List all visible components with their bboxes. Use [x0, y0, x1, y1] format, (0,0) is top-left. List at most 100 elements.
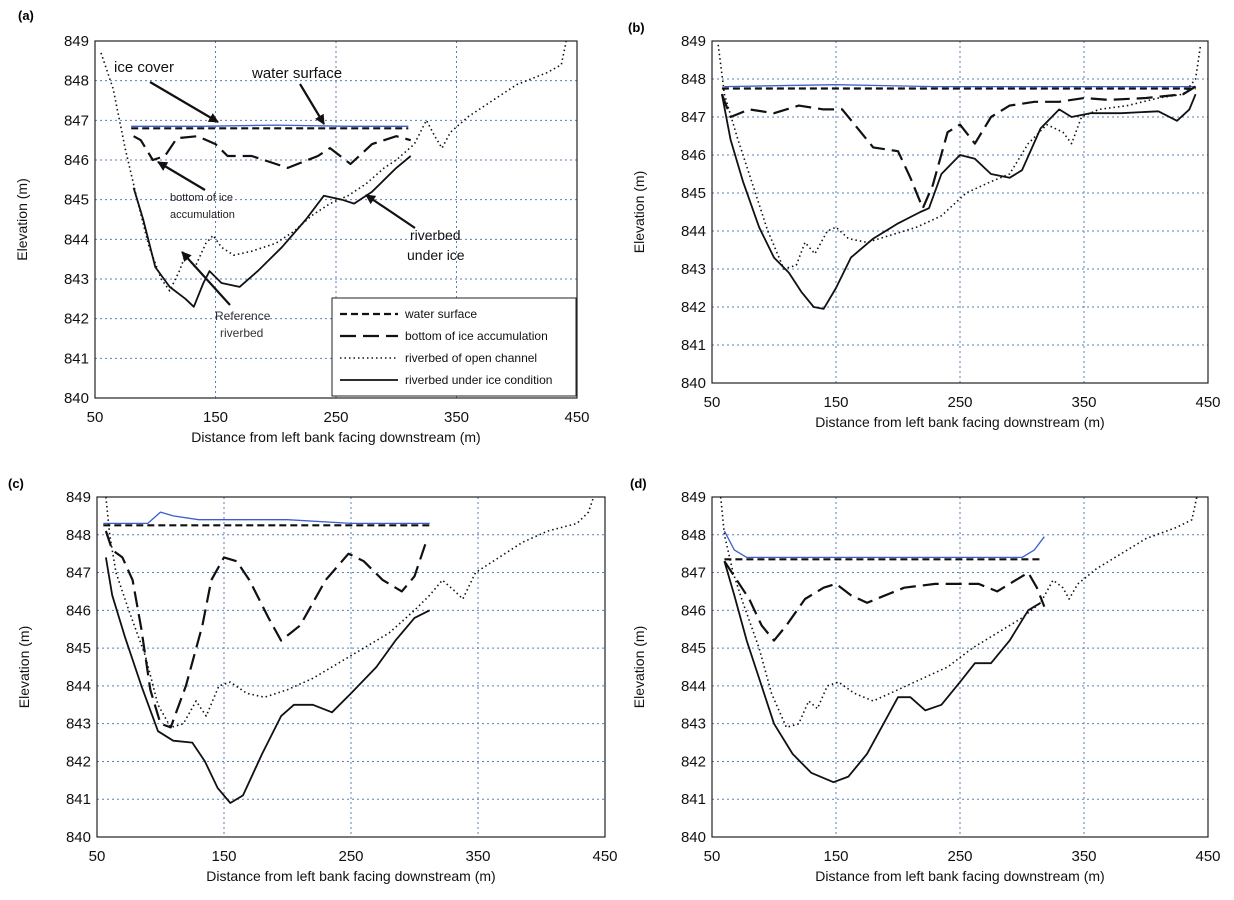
y-tick-label: 847: [64, 112, 89, 129]
x-tick-label: 250: [338, 848, 363, 865]
annotation-bottom-of-ice-1: bottom of ice: [170, 192, 233, 204]
plot-frame: [96, 496, 606, 838]
x-tick-label: 350: [444, 409, 469, 426]
series-line-ice-cover: [723, 530, 1045, 559]
y-tick-label: 843: [64, 271, 89, 288]
y-tick-label: 840: [66, 829, 91, 846]
series-group: [100, 41, 567, 308]
annotation-ice-cover: ice cover: [114, 59, 174, 76]
chart-panel-d: (d) 50 150 250 350 450 840 841 842 843 844 845 846 84…: [630, 476, 1221, 884]
x-tick-label: 450: [592, 848, 617, 865]
x-tick-label: 250: [947, 848, 972, 865]
y-tick-label: 845: [64, 192, 89, 209]
series-line-riverbed-of-open-channel: [717, 44, 1202, 270]
panel-label: (c): [8, 476, 24, 491]
panel-label: (b): [628, 20, 645, 35]
x-tick-label: 150: [203, 409, 228, 426]
y-tick-label: 845: [66, 640, 91, 657]
y-tick-label: 842: [66, 753, 91, 770]
y-tick-label: 842: [681, 299, 706, 316]
plot-frame: [711, 496, 1209, 838]
y-tick-label: 848: [681, 527, 706, 544]
series-line-ice-cover: [103, 511, 430, 525]
x-tick-label: 250: [323, 409, 348, 426]
y-tick-label: 849: [681, 33, 706, 50]
chart-panel-a: (a) 50 150 250 350 450 840 841 842 843 844 845 846 84…: [14, 8, 590, 445]
series-line-riverbed-of-open-channel: [105, 497, 595, 729]
y-tick-label: 844: [66, 678, 91, 695]
legend: water surface bottom of ice accumulation r…: [331, 297, 577, 397]
series-line-riverbed-under-ice-condition: [105, 557, 431, 804]
y-tick-label: 848: [64, 73, 89, 90]
annotation-arrow: [181, 251, 231, 306]
x-tick-label: 450: [564, 409, 589, 426]
y-tick-label: 844: [64, 231, 89, 248]
annotation-arrow: [157, 161, 206, 191]
x-tick-label: 150: [823, 848, 848, 865]
y-tick-label: 842: [64, 311, 89, 328]
series-line-bottom-of-ice-accumulation: [133, 135, 411, 169]
y-tick-label: 845: [681, 640, 706, 657]
y-tick-label: 842: [681, 753, 706, 770]
series-line-bottom-of-ice-accumulation: [720, 85, 1197, 210]
y-tick-label: 849: [66, 489, 91, 506]
x-tick-label: 50: [89, 848, 106, 865]
x-tick-label: 350: [465, 848, 490, 865]
y-tick-label: 846: [681, 602, 706, 619]
x-tick-label: 50: [704, 394, 721, 411]
y-tick-label: 841: [681, 791, 706, 808]
y-tick-label: 847: [66, 565, 91, 582]
y-tick-label: 841: [681, 337, 706, 354]
y-tick-label: 843: [681, 716, 706, 733]
annotation-riverbed-under-ice-2: under ice: [407, 247, 465, 263]
x-tick-label: 150: [823, 394, 848, 411]
x-tick-label: 350: [1071, 394, 1096, 411]
legend-label: riverbed under ice condition: [405, 373, 552, 387]
x-axis-title: Distance from left bank facing downstrea…: [191, 429, 480, 445]
series-line-riverbed-under-ice-condition: [132, 155, 412, 308]
series-line-ice-cover: [131, 124, 409, 127]
y-tick-label: 846: [66, 602, 91, 619]
y-tick-label: 843: [66, 716, 91, 733]
annotation-bottom-of-ice-2: accumulation: [170, 209, 235, 221]
series-line-bottom-of-ice-accumulation: [104, 530, 429, 729]
x-axis-title: Distance from left bank facing downstrea…: [815, 868, 1104, 884]
y-tick-label: 848: [66, 527, 91, 544]
y-axis-title: Elevation (m): [631, 171, 647, 253]
y-tick-label: 844: [681, 223, 706, 240]
y-tick-label: 849: [681, 489, 706, 506]
y-axis-title: Elevation (m): [14, 178, 30, 260]
series-line-bottom-of-ice-accumulation: [723, 560, 1046, 642]
legend-label: water surface: [404, 307, 477, 321]
annotation-water-surface: water surface: [251, 65, 342, 82]
y-tick-label: 847: [681, 565, 706, 582]
series-line-riverbed-under-ice-condition: [723, 560, 1042, 784]
annotation-reference-riverbed-1: Reference: [215, 309, 271, 323]
annotation-arrow: [149, 81, 219, 123]
annotations: ice cover water surface bottom of ice accum…: [114, 59, 465, 340]
series-group: [103, 497, 595, 804]
series-group: [719, 497, 1198, 784]
y-tick-label: 840: [64, 390, 89, 407]
x-tick-label: 450: [1195, 848, 1220, 865]
y-tick-label: 843: [681, 261, 706, 278]
y-tick-label: 846: [64, 152, 89, 169]
panel-label: (a): [18, 8, 34, 23]
x-tick-label: 350: [1071, 848, 1096, 865]
y-axis-title: Elevation (m): [631, 626, 647, 708]
annotation-riverbed-under-ice-1: riverbed: [410, 227, 461, 243]
series-line-ice-cover: [724, 84, 1196, 88]
chart-panel-b: (b) 50 150 250 350 450 840 841 842 843 844 845 846 84…: [628, 20, 1221, 430]
y-axis-title: Elevation (m): [16, 626, 32, 708]
y-tick-label: 846: [681, 147, 706, 164]
annotation-arrow: [299, 83, 325, 125]
y-tick-label: 844: [681, 678, 706, 695]
plot-frame: [94, 40, 578, 399]
panel-label: (d): [630, 476, 647, 491]
legend-label: riverbed of open channel: [405, 351, 537, 365]
y-tick-label: 840: [681, 375, 706, 392]
x-tick-label: 150: [211, 848, 236, 865]
series-group: [717, 44, 1202, 310]
y-tick-label: 840: [681, 829, 706, 846]
